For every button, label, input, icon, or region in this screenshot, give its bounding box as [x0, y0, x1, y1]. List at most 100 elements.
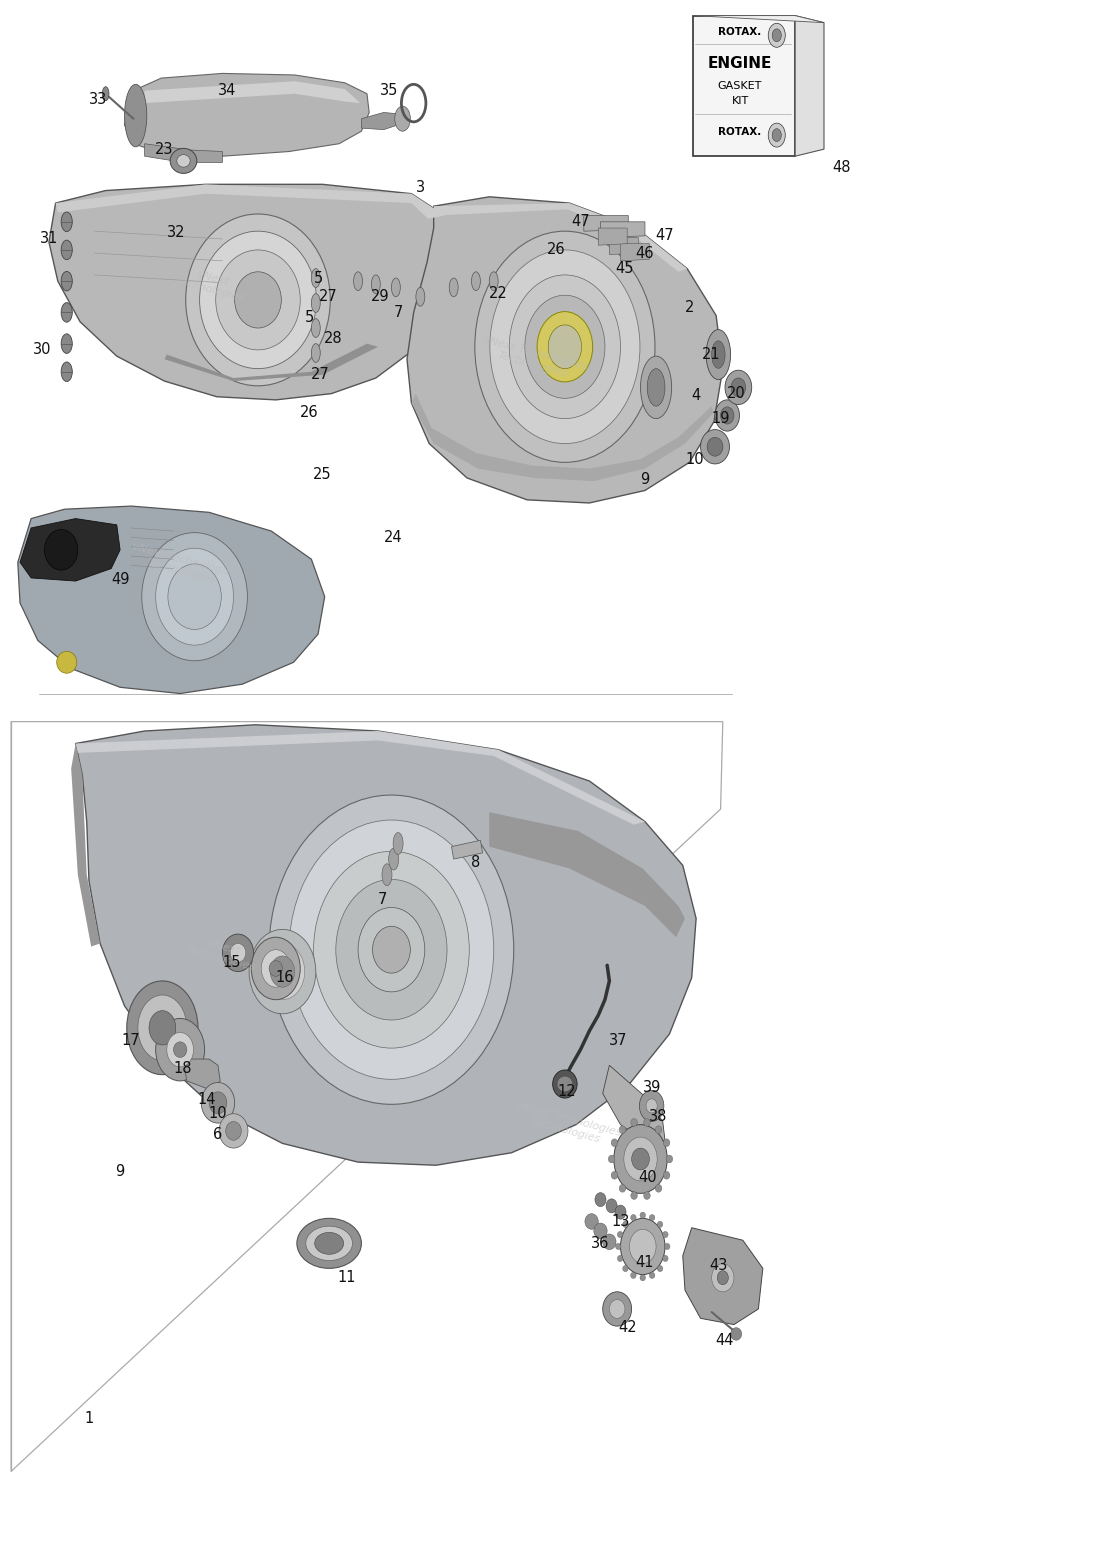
Text: 49: 49 [111, 572, 129, 587]
Text: 7: 7 [394, 305, 403, 320]
Ellipse shape [127, 981, 198, 1075]
Text: 13: 13 [612, 1214, 629, 1229]
Text: 40: 40 [638, 1170, 656, 1186]
Ellipse shape [306, 1226, 353, 1261]
Polygon shape [411, 394, 714, 481]
Ellipse shape [289, 820, 494, 1079]
Polygon shape [145, 81, 360, 103]
Text: vNext Technologies
Technologies: vNext Technologies Technologies [478, 334, 589, 384]
Text: 7: 7 [378, 892, 387, 908]
Ellipse shape [553, 1070, 577, 1098]
Polygon shape [693, 16, 795, 156]
Text: 29: 29 [371, 289, 389, 305]
Polygon shape [20, 519, 120, 581]
Polygon shape [18, 506, 325, 694]
Ellipse shape [297, 1218, 361, 1268]
Ellipse shape [664, 1243, 669, 1250]
Ellipse shape [61, 362, 72, 381]
Text: 10: 10 [686, 451, 704, 467]
Ellipse shape [595, 1193, 606, 1206]
Ellipse shape [391, 278, 400, 297]
Text: 39: 39 [643, 1079, 661, 1095]
Text: 16: 16 [276, 970, 294, 986]
Ellipse shape [186, 214, 330, 386]
Ellipse shape [235, 272, 281, 328]
Text: 5: 5 [314, 270, 322, 286]
Text: 44: 44 [716, 1332, 734, 1348]
Ellipse shape [177, 155, 190, 167]
Polygon shape [489, 812, 685, 937]
Polygon shape [185, 1059, 220, 1090]
Text: 38: 38 [649, 1109, 667, 1125]
Ellipse shape [649, 1271, 655, 1278]
Ellipse shape [623, 1221, 628, 1228]
Ellipse shape [388, 848, 398, 870]
Text: 41: 41 [636, 1254, 654, 1270]
Text: ENGINE: ENGINE [708, 56, 772, 70]
Ellipse shape [354, 272, 363, 291]
Polygon shape [451, 840, 483, 859]
Polygon shape [434, 203, 687, 272]
Text: 35: 35 [380, 83, 398, 98]
Ellipse shape [200, 231, 316, 369]
Ellipse shape [663, 1139, 669, 1147]
Ellipse shape [44, 530, 78, 570]
Text: ROTAX.: ROTAX. [718, 127, 762, 137]
Text: 15: 15 [222, 954, 240, 970]
Ellipse shape [216, 250, 300, 350]
Text: 26: 26 [300, 405, 318, 420]
Text: 31: 31 [40, 231, 58, 247]
Ellipse shape [631, 1192, 637, 1200]
Ellipse shape [393, 833, 403, 854]
Text: 48: 48 [833, 159, 851, 175]
Ellipse shape [373, 926, 410, 973]
Text: 37: 37 [609, 1032, 627, 1048]
Ellipse shape [631, 1215, 636, 1221]
Ellipse shape [61, 241, 72, 259]
Ellipse shape [315, 1232, 344, 1254]
Text: 3: 3 [416, 180, 425, 195]
Text: 34: 34 [218, 83, 236, 98]
Ellipse shape [639, 1090, 664, 1122]
Ellipse shape [609, 1300, 625, 1318]
Ellipse shape [201, 1082, 235, 1123]
Ellipse shape [525, 295, 605, 398]
Ellipse shape [156, 548, 234, 645]
Ellipse shape [624, 1137, 657, 1181]
Ellipse shape [471, 272, 480, 291]
Text: vNext Technologies
Technologies: vNext Technologies Technologies [512, 1100, 623, 1150]
Ellipse shape [475, 231, 655, 462]
Text: 22: 22 [489, 286, 507, 301]
Ellipse shape [156, 1018, 205, 1081]
Text: 11: 11 [338, 1270, 356, 1286]
Ellipse shape [617, 1231, 623, 1237]
Ellipse shape [249, 929, 316, 1014]
Polygon shape [361, 112, 403, 130]
Ellipse shape [261, 950, 290, 987]
Text: 17: 17 [122, 1032, 140, 1048]
Ellipse shape [606, 1200, 617, 1212]
Polygon shape [584, 216, 628, 231]
Text: 14: 14 [198, 1092, 216, 1107]
Ellipse shape [612, 1172, 618, 1179]
Text: 8: 8 [471, 854, 480, 870]
Ellipse shape [260, 943, 305, 1000]
Ellipse shape [629, 1229, 656, 1264]
Text: 47: 47 [656, 228, 674, 244]
Text: 1: 1 [85, 1410, 93, 1426]
Text: 12: 12 [558, 1084, 576, 1100]
Text: 33: 33 [89, 92, 107, 108]
Text: vNext
Technologies: vNext Technologies [173, 264, 249, 305]
Ellipse shape [639, 1275, 645, 1281]
Polygon shape [598, 228, 627, 245]
Ellipse shape [772, 128, 782, 142]
Text: 30: 30 [33, 342, 51, 358]
Text: 19: 19 [712, 411, 729, 426]
Ellipse shape [639, 1212, 645, 1218]
Ellipse shape [657, 1221, 663, 1228]
Ellipse shape [615, 1206, 626, 1218]
Ellipse shape [314, 851, 469, 1048]
Text: 9: 9 [641, 472, 649, 487]
Text: ROTAX.: ROTAX. [718, 28, 762, 37]
Text: 26: 26 [547, 242, 565, 258]
